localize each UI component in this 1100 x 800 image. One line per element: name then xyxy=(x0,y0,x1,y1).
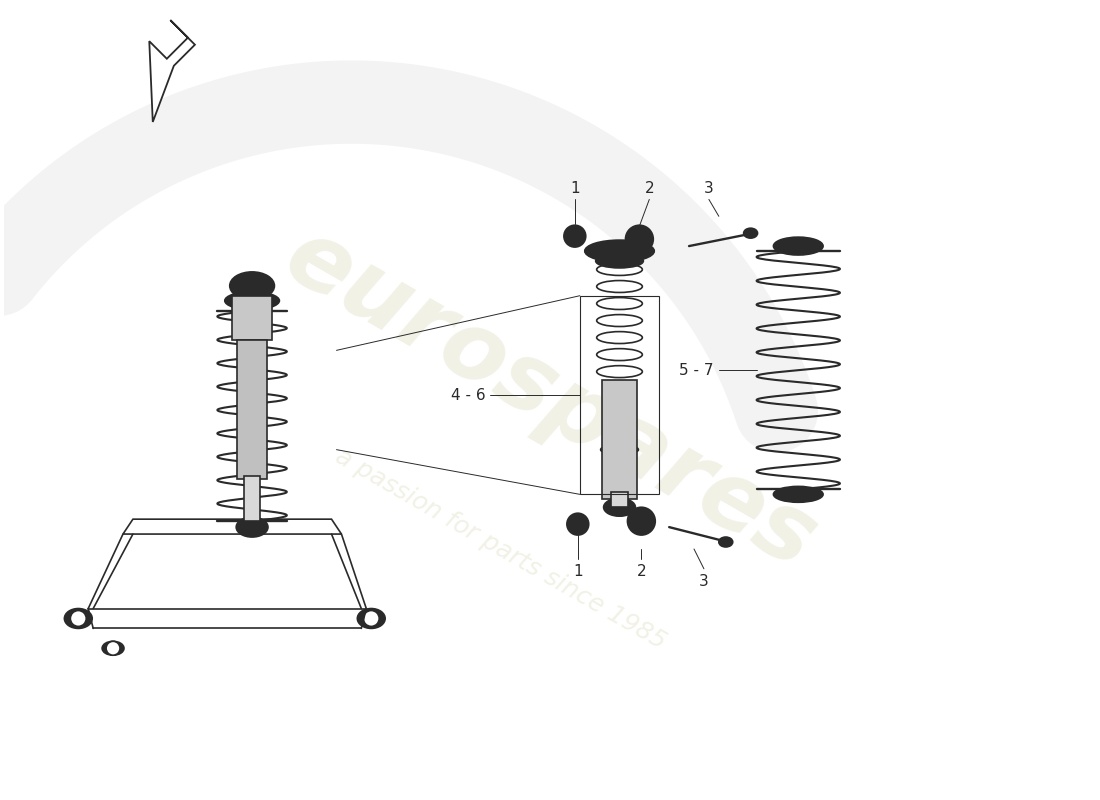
Bar xyxy=(238,341,267,479)
Ellipse shape xyxy=(230,272,274,300)
Ellipse shape xyxy=(601,445,638,454)
Ellipse shape xyxy=(718,537,733,547)
Bar xyxy=(602,380,637,499)
Ellipse shape xyxy=(240,278,264,294)
Ellipse shape xyxy=(236,517,268,537)
Text: 2: 2 xyxy=(637,564,646,579)
Bar xyxy=(244,477,260,521)
Ellipse shape xyxy=(596,254,644,268)
Polygon shape xyxy=(150,20,195,122)
Ellipse shape xyxy=(244,522,260,532)
Ellipse shape xyxy=(635,514,648,528)
Ellipse shape xyxy=(572,518,584,530)
Ellipse shape xyxy=(632,232,647,246)
Ellipse shape xyxy=(610,502,628,512)
Ellipse shape xyxy=(224,292,279,310)
Ellipse shape xyxy=(773,486,823,502)
FancyBboxPatch shape xyxy=(232,296,272,341)
Ellipse shape xyxy=(65,609,92,629)
Ellipse shape xyxy=(564,226,585,247)
Ellipse shape xyxy=(566,514,588,535)
Ellipse shape xyxy=(569,230,581,242)
Ellipse shape xyxy=(585,240,654,262)
Ellipse shape xyxy=(773,237,823,255)
Circle shape xyxy=(70,610,86,626)
Ellipse shape xyxy=(604,498,636,516)
Text: 2: 2 xyxy=(645,182,654,197)
Ellipse shape xyxy=(102,642,124,655)
Text: a passion for parts since 1985: a passion for parts since 1985 xyxy=(331,444,670,654)
Ellipse shape xyxy=(744,228,758,238)
Bar xyxy=(610,492,628,507)
Ellipse shape xyxy=(626,226,653,253)
Text: 4 - 6: 4 - 6 xyxy=(451,387,485,402)
Text: eurospares: eurospares xyxy=(268,210,832,590)
Ellipse shape xyxy=(592,243,647,259)
Text: 3: 3 xyxy=(698,574,708,589)
Text: 1: 1 xyxy=(573,564,583,579)
Text: 3: 3 xyxy=(704,182,714,197)
Bar xyxy=(580,296,659,494)
Ellipse shape xyxy=(234,294,270,306)
Ellipse shape xyxy=(780,240,817,252)
Text: 5 - 7: 5 - 7 xyxy=(680,362,714,378)
Text: 1: 1 xyxy=(570,182,580,197)
Circle shape xyxy=(106,642,120,655)
Ellipse shape xyxy=(627,507,656,535)
Circle shape xyxy=(363,610,379,626)
Ellipse shape xyxy=(358,609,385,629)
